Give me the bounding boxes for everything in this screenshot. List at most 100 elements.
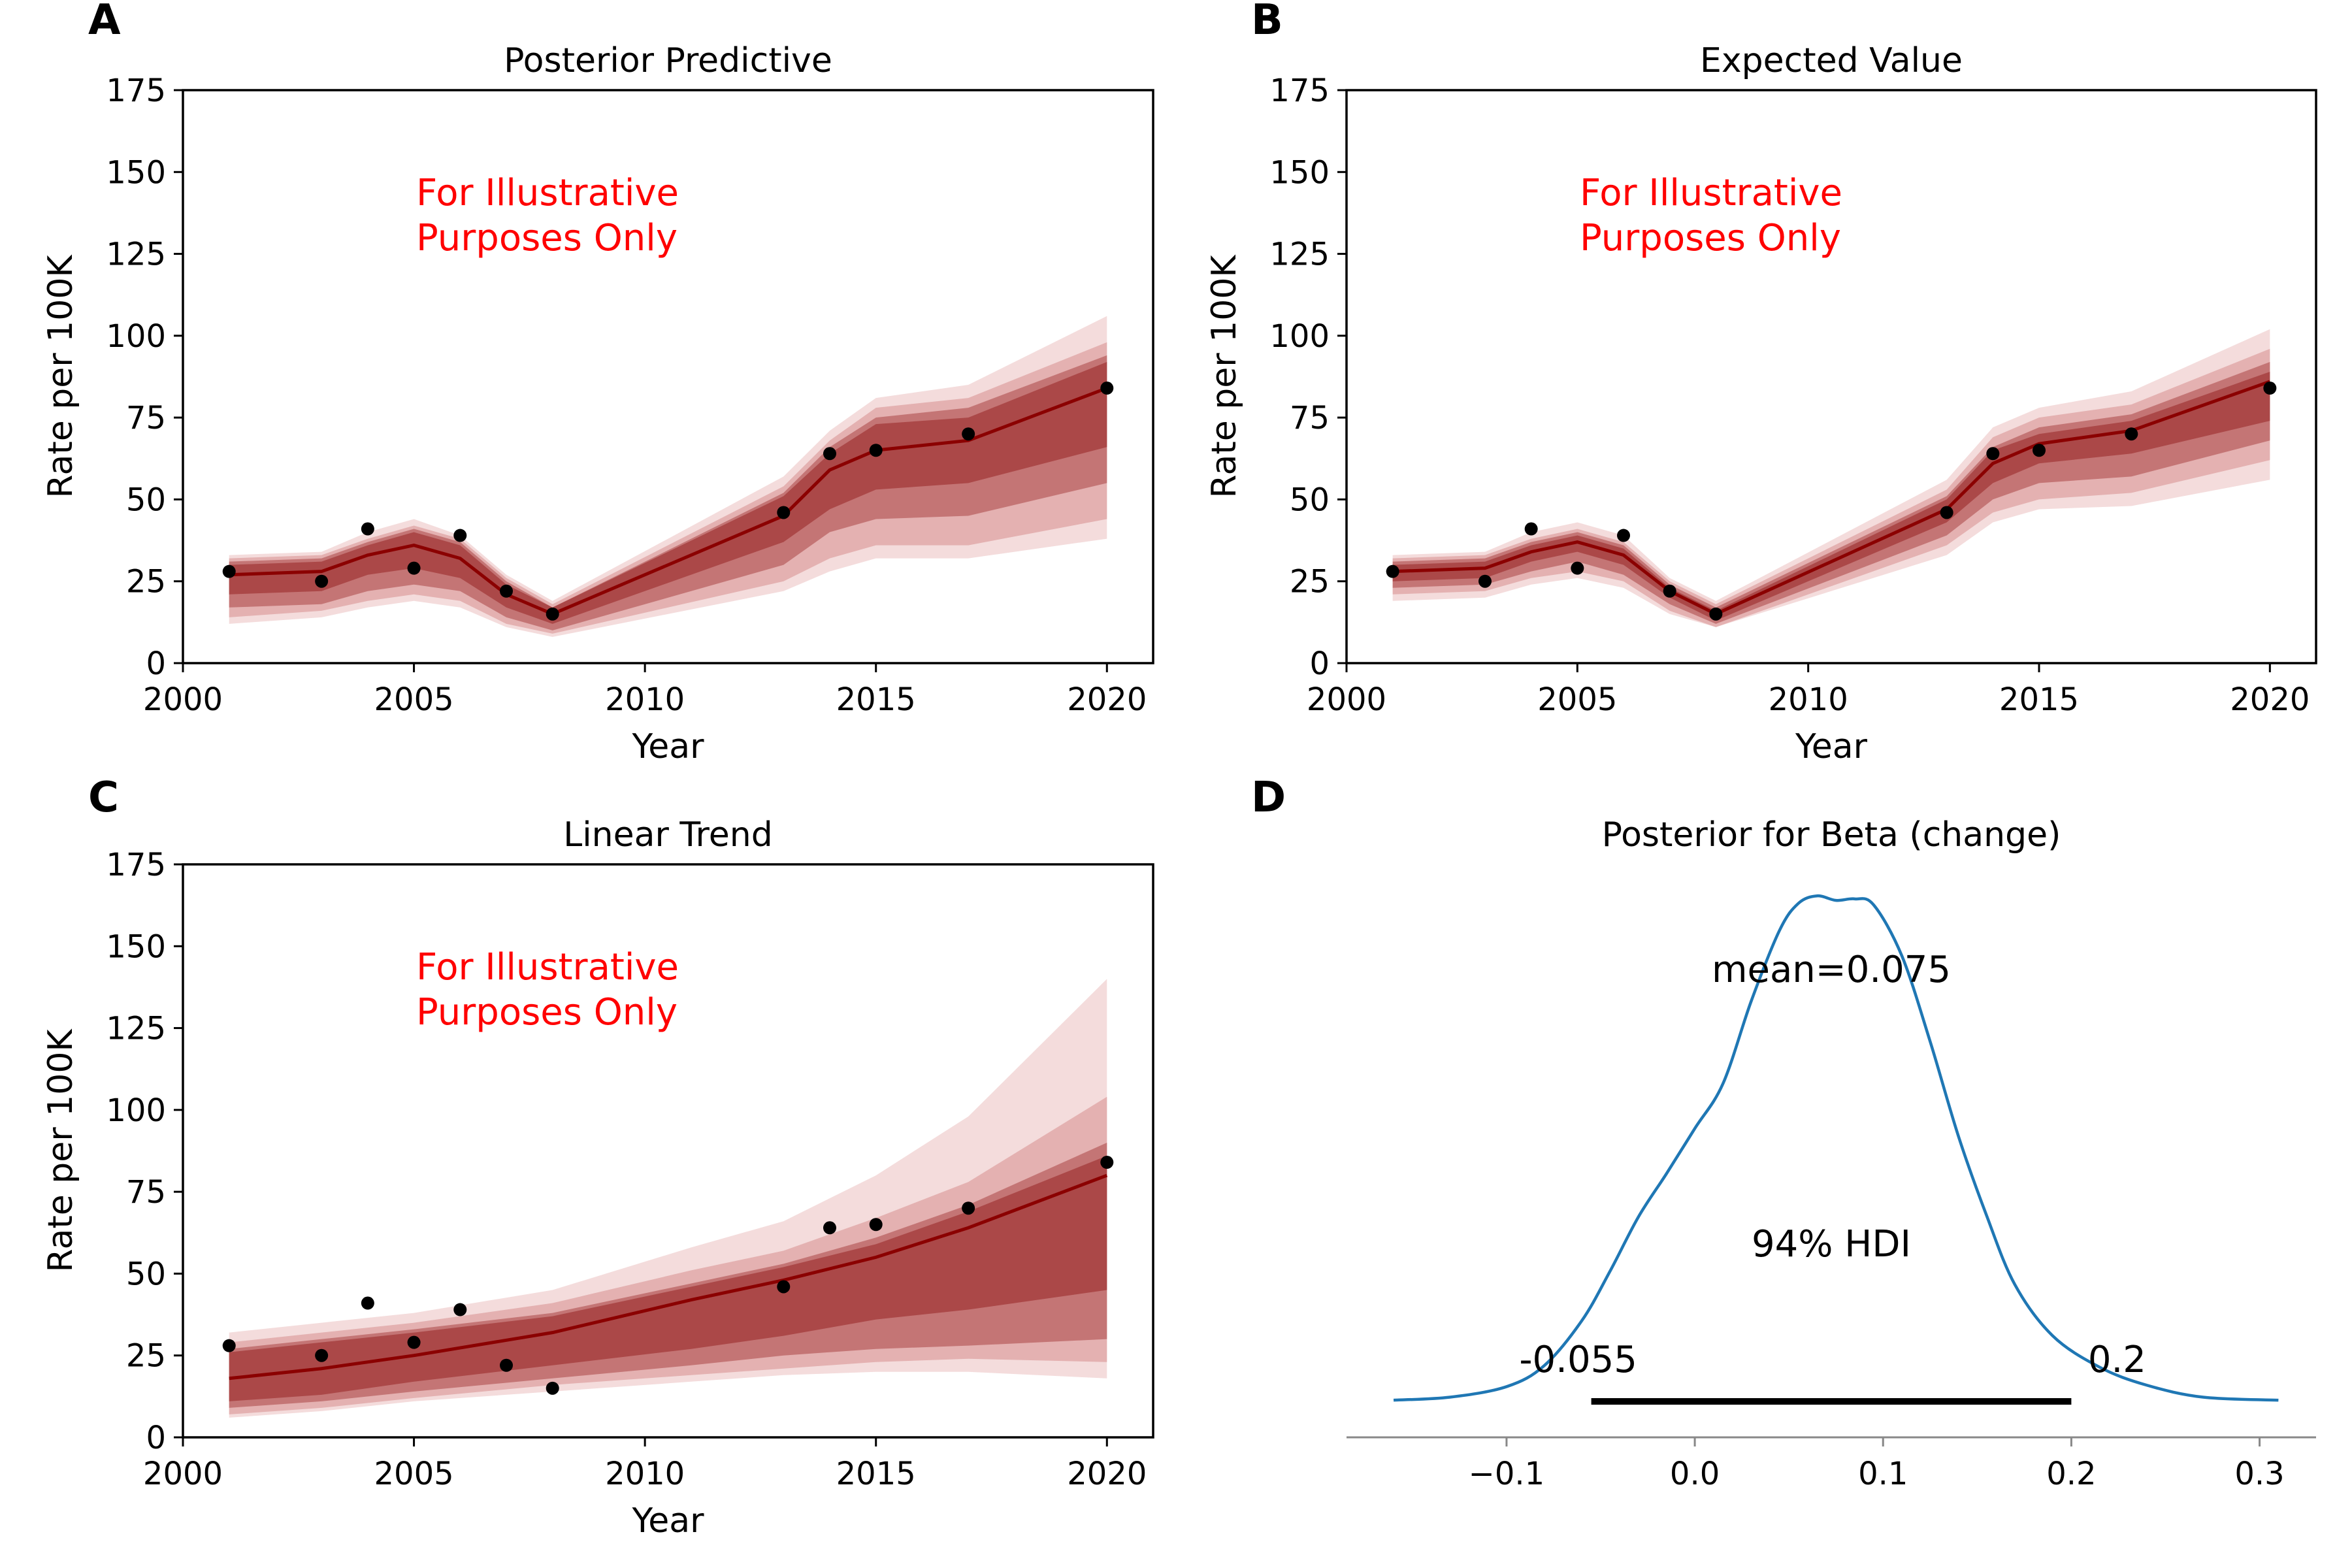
x-tick-label: 2020 [1067, 1456, 1147, 1492]
y-tick-label: 25 [1290, 564, 1330, 600]
panel-a: A Posterior Predictive 2000 2005 2010 2015 202… [41, 0, 1154, 766]
data-point [1663, 584, 1676, 598]
data-point [315, 574, 329, 588]
panel-letter: C [88, 774, 119, 822]
y-tick-label: 125 [1269, 237, 1330, 273]
panel-letter: B [1251, 0, 1283, 44]
data-point [1617, 529, 1630, 542]
x-axis-label: Year [1795, 727, 1868, 766]
data-point [222, 1339, 236, 1352]
y-tick-label: 150 [106, 154, 166, 191]
x-tick-label: 2000 [143, 681, 223, 718]
y-tick-label: 25 [126, 1338, 166, 1375]
data-point [500, 584, 513, 598]
data-point [1571, 561, 1584, 575]
data-point [1940, 506, 1953, 519]
y-tick-label: 100 [106, 318, 166, 355]
chart-title: Expected Value [1700, 41, 1963, 80]
x-axis-label: Year [631, 727, 704, 766]
hdi-low-label: -0.055 [1519, 1339, 1637, 1381]
x-tick-label: 2000 [1307, 681, 1386, 718]
illustrative-note-line1: For Illustrative [416, 946, 679, 988]
data-point [222, 564, 236, 578]
y-tick-label: 50 [126, 1256, 166, 1292]
data-point [407, 561, 421, 575]
x-tick-label: 2010 [605, 1456, 685, 1492]
x-tick-label: −0.1 [1469, 1456, 1545, 1492]
y-tick-label: 0 [1309, 645, 1330, 682]
y-tick-label: 150 [1269, 154, 1330, 191]
panel-letter: A [88, 0, 121, 44]
y-tick-label: 100 [106, 1092, 166, 1129]
x-tick-label: 2000 [143, 1456, 223, 1492]
y-axis-label: Rate per 100K [41, 254, 80, 498]
x-tick-label: 0.1 [1858, 1456, 1908, 1492]
illustrative-note-line2: Purposes Only [416, 991, 678, 1034]
illustrative-note-line2: Purposes Only [416, 217, 678, 259]
x-tick-label: 0.2 [2046, 1456, 2096, 1492]
x-tick-label: 2020 [2230, 681, 2310, 718]
mean-label: mean=0.075 [1712, 949, 1951, 991]
panel-d: D Posterior for Beta (change) −0.1 0.0 0.1 0.… [1251, 774, 2316, 1492]
mean-line [1392, 380, 2271, 616]
data-point [869, 1218, 883, 1232]
chart-title: Posterior Predictive [504, 41, 832, 80]
data-point [1478, 574, 1492, 588]
mean-line [229, 386, 1108, 616]
credible-band-4 [229, 361, 1107, 624]
x-tick-label: 2015 [1999, 681, 2079, 718]
data-point [315, 1348, 329, 1362]
data-point [962, 1201, 975, 1215]
x-tick-label: 0.3 [2234, 1456, 2284, 1492]
y-tick-label: 125 [106, 1011, 166, 1047]
density-curve [1393, 894, 2279, 1402]
hdi-label: 94% HDI [1752, 1223, 1911, 1266]
data-point [823, 447, 836, 461]
x-tick-label: 2005 [1537, 681, 1617, 718]
y-tick-label: 75 [126, 400, 166, 436]
y-tick-label: 150 [106, 928, 166, 965]
data-point [1986, 447, 2000, 461]
y-axis-label: Rate per 100K [1205, 254, 1244, 498]
data-point [2125, 427, 2138, 441]
y-tick-label: 100 [1269, 318, 1330, 355]
data-point [777, 506, 791, 519]
x-tick-label: 2005 [374, 681, 453, 718]
panel-letter: D [1251, 774, 1286, 822]
y-tick-label: 75 [126, 1174, 166, 1211]
x-tick-label: 2020 [1067, 681, 1147, 718]
data-point [407, 1335, 421, 1349]
panel-c: C Linear Trend 2000 2005 2010 2015 2020 0 25 50 75… [41, 774, 1154, 1541]
y-tick-label: 0 [146, 1420, 166, 1456]
data-point [361, 1296, 374, 1310]
credible-band-4 [229, 1156, 1107, 1401]
data-point [546, 607, 559, 621]
data-point [1709, 607, 1723, 621]
y-tick-label: 25 [126, 564, 166, 600]
y-tick-label: 125 [106, 237, 166, 273]
chart-title: Posterior for Beta (change) [1602, 815, 2061, 855]
y-tick-label: 175 [106, 847, 166, 883]
illustrative-note-line1: For Illustrative [416, 172, 679, 214]
credible-band-4 [1392, 371, 2270, 621]
data-point [962, 427, 975, 441]
plot-frame [1345, 89, 2317, 664]
mean-line [229, 1173, 1108, 1380]
x-tick-label: 2010 [1769, 681, 1848, 718]
data-point [823, 1221, 836, 1235]
x-axis-label: Year [631, 1501, 704, 1541]
data-point [1386, 564, 1399, 578]
y-tick-label: 50 [126, 482, 166, 518]
data-point [1524, 522, 1538, 536]
x-tick-label: 2015 [836, 1456, 916, 1492]
data-point [546, 1381, 559, 1395]
panel-b: B Expected Value 2000 2005 2010 2015 2020 0 25 50… [1205, 0, 2317, 766]
y-tick-label: 50 [1290, 482, 1330, 518]
x-tick-label: 2015 [836, 681, 916, 718]
data-point [1100, 382, 1114, 395]
data-point [1100, 1156, 1114, 1169]
x-tick-label: 2005 [374, 1456, 453, 1492]
y-tick-label: 175 [106, 73, 166, 109]
data-point [2263, 382, 2277, 395]
